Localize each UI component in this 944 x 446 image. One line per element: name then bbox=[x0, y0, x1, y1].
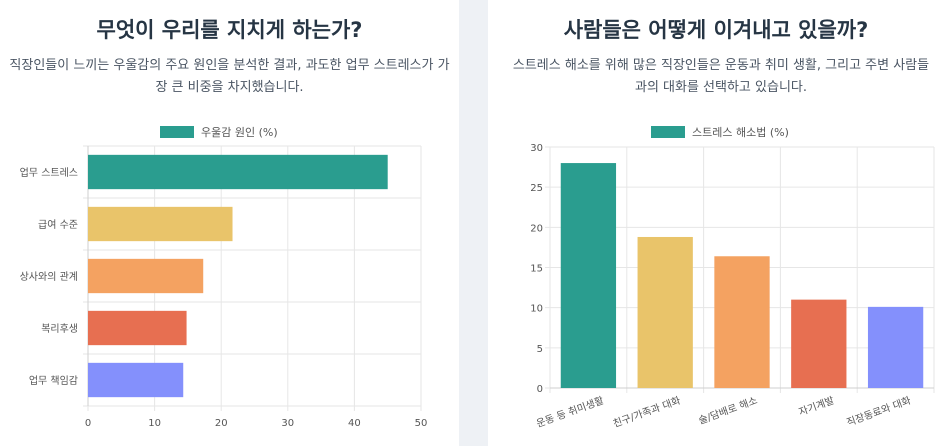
x-tick-label: 20 bbox=[215, 418, 228, 429]
x-tick-label: 40 bbox=[348, 418, 361, 429]
bar bbox=[560, 163, 617, 388]
y-tick-label: 20 bbox=[530, 223, 543, 234]
x-tick-label: 0 bbox=[85, 418, 91, 429]
category-label: 친구/가족과 대화 bbox=[611, 395, 682, 431]
y-tick-label: 30 bbox=[530, 143, 543, 154]
right-title: 사람들은 어떻게 이겨내고 있을까? bbox=[563, 18, 869, 42]
right-description: 스트레스 해소를 위해 많은 직장인들은 운동과 취미 생활, 그리고 주변 사… bbox=[512, 58, 930, 95]
bar bbox=[867, 306, 924, 388]
legend-label: 스트레스 해소법 (%) bbox=[692, 125, 789, 139]
category-label: 복리후생 bbox=[41, 323, 78, 335]
x-tick-label: 30 bbox=[281, 418, 294, 429]
bar bbox=[88, 258, 204, 294]
category-label: 급여 수준 bbox=[38, 219, 78, 231]
category-label: 자기계발 bbox=[797, 395, 836, 419]
left-description: 직장인들이 느끼는 우울감의 주요 원인을 분석한 결과, 과도한 업무 스트레… bbox=[9, 58, 450, 95]
y-tick-label: 15 bbox=[530, 264, 543, 275]
y-tick-label: 10 bbox=[530, 304, 543, 315]
category-label: 직장동료와 대화 bbox=[845, 395, 913, 429]
relief-chart: 스트레스 해소법 (%) 0 5 10 15 20 25 30 운동 등 취미생활 친구/가족과 … bbox=[530, 125, 935, 431]
y-tick-label: 5 bbox=[537, 344, 543, 355]
bar bbox=[88, 206, 233, 242]
category-label: 상사와의 관계 bbox=[20, 271, 78, 283]
right-card: 사람들은 어떻게 이겨내고 있을까? 스트레스 해소를 위해 많은 직장인들은 … bbox=[488, 0, 944, 446]
bar bbox=[637, 236, 693, 388]
x-tick-label: 50 bbox=[415, 418, 428, 429]
category-label: 운동 등 취미생활 bbox=[534, 394, 605, 430]
y-tick-label: 25 bbox=[530, 183, 543, 194]
legend-label: 우울감 원인 (%) bbox=[201, 126, 278, 139]
category-label: 업무 스트레스 bbox=[20, 166, 78, 179]
y-tick-label: 0 bbox=[537, 384, 543, 395]
bar bbox=[88, 310, 187, 346]
left-title: 무엇이 우리를 지치게 하는가? bbox=[96, 18, 363, 42]
bar bbox=[791, 299, 847, 388]
category-label: 업무 책임감 bbox=[29, 374, 78, 387]
left-card: 무엇이 우리를 지치게 하는가? 직장인들이 느끼는 우울감의 주요 원인을 분… bbox=[0, 0, 459, 446]
category-label: 술/담배로 해소 bbox=[697, 394, 759, 427]
x-tick-label: 10 bbox=[148, 418, 161, 429]
legend-swatch bbox=[160, 126, 194, 138]
bar bbox=[88, 362, 184, 398]
bar bbox=[714, 256, 770, 388]
legend-swatch bbox=[651, 126, 685, 138]
bar bbox=[88, 154, 388, 190]
